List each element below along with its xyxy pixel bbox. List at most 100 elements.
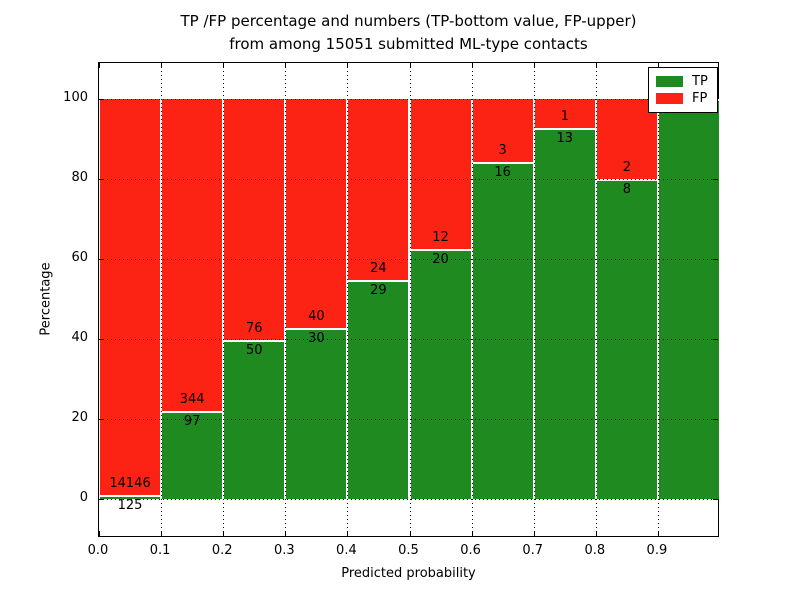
bar-segment-fp xyxy=(595,99,658,179)
x-tick-mark xyxy=(99,63,100,68)
tp-count-label: 13 xyxy=(556,130,573,146)
gridline-vertical xyxy=(595,63,597,536)
legend-label: TP xyxy=(692,74,708,89)
bar-segment-tp xyxy=(285,327,348,499)
tp-count-label: 125 xyxy=(117,498,143,514)
y-tick-mark xyxy=(99,499,104,500)
plot-area: 141461253449776504030242912203161132815 … xyxy=(98,62,720,537)
x-tick-mark xyxy=(409,531,411,536)
x-tick-label: 0.3 xyxy=(273,543,295,558)
tp-count-label: 29 xyxy=(370,283,387,299)
tp-count-label: 97 xyxy=(183,414,201,430)
tp-count-label: 16 xyxy=(494,165,511,181)
y-tick-mark xyxy=(99,179,104,180)
bar-segment-fp xyxy=(533,99,596,128)
x-tick-mark xyxy=(161,63,163,68)
x-tick-mark xyxy=(657,63,659,68)
bar-segment-fp xyxy=(347,99,410,281)
gridline-vertical xyxy=(657,63,659,536)
fp-count-label: 24 xyxy=(370,261,387,277)
bar-segment-fp xyxy=(285,99,348,328)
bar-segment-tp xyxy=(347,280,410,499)
y-tick-mark xyxy=(99,99,104,100)
y-tick-mark xyxy=(99,339,104,340)
bar-segment-tp xyxy=(99,495,162,499)
tp-count-label: 8 xyxy=(622,182,631,197)
gridline-horizontal xyxy=(99,499,718,500)
y-tick-label: 40 xyxy=(71,330,88,345)
bar-segment-fp xyxy=(161,99,224,412)
fp-count-label: 1 xyxy=(560,108,569,124)
x-tick-label: 0.7 xyxy=(522,543,544,558)
y-tick-label: 0 xyxy=(79,490,88,505)
gridline-horizontal xyxy=(99,419,718,420)
x-tick-mark xyxy=(595,531,597,536)
legend-row: TP xyxy=(656,73,708,90)
x-axis-label: Predicted probability xyxy=(341,566,476,581)
x-tick-mark xyxy=(409,63,411,68)
fp-count-label: 14146 xyxy=(109,476,151,492)
gridline-vertical xyxy=(223,63,225,536)
gridline-horizontal xyxy=(99,99,718,100)
y-tick-mark xyxy=(713,419,718,420)
bar-segment-fp xyxy=(409,99,472,249)
x-tick-label: 0.1 xyxy=(149,543,171,558)
x-tick-label: 0.5 xyxy=(398,543,419,558)
bar-segment-fp xyxy=(99,99,162,496)
chart-title-line2: from among 15051 submitted ML-type conta… xyxy=(229,35,588,53)
y-tick-mark xyxy=(713,339,718,340)
legend-swatch-tp xyxy=(656,76,683,87)
legend-row: FP xyxy=(656,90,708,107)
x-tick-mark xyxy=(347,63,349,68)
legend: TP FP xyxy=(648,67,718,113)
bar-segment-tp xyxy=(471,162,534,499)
x-tick-label: 0.9 xyxy=(646,543,668,558)
x-tick-label: 0.2 xyxy=(211,543,233,558)
gridline-vertical xyxy=(347,63,349,536)
gridline-vertical xyxy=(409,63,411,536)
x-tick-mark xyxy=(718,531,719,536)
x-tick-mark xyxy=(223,63,225,68)
x-tick-mark xyxy=(471,63,473,68)
x-tick-mark xyxy=(161,531,163,536)
x-tick-mark xyxy=(471,531,473,536)
fp-count-label: 12 xyxy=(432,230,449,245)
x-tick-mark xyxy=(99,531,100,536)
fp-count-label: 344 xyxy=(179,392,205,408)
x-tick-mark xyxy=(285,531,287,536)
fp-count-label: 76 xyxy=(245,321,263,337)
y-tick-label: 20 xyxy=(71,410,88,425)
bar-segment-fp xyxy=(223,99,286,341)
tp-count-label: 50 xyxy=(245,343,263,359)
gridline-vertical xyxy=(471,63,473,536)
bar-segment-tp xyxy=(533,127,596,499)
x-tick-mark xyxy=(595,63,597,68)
y-tick-label: 80 xyxy=(71,170,88,185)
x-tick-mark xyxy=(718,63,719,68)
gridline-vertical xyxy=(285,63,287,536)
fp-count-label: 40 xyxy=(308,308,325,324)
x-tick-mark xyxy=(533,531,535,536)
gridline-vertical xyxy=(533,63,535,536)
gridline-horizontal xyxy=(99,339,718,340)
x-tick-mark xyxy=(657,531,659,536)
y-tick-label: 60 xyxy=(71,250,88,265)
legend-swatch-fp xyxy=(656,93,683,104)
x-tick-mark xyxy=(223,531,225,536)
gridline-horizontal xyxy=(99,179,718,180)
x-tick-mark xyxy=(533,63,535,68)
y-tick-mark xyxy=(99,259,104,260)
x-tick-label: 0.0 xyxy=(87,543,109,558)
bar-segment-tp xyxy=(657,99,720,499)
tp-count-label: 20 xyxy=(432,252,449,267)
chart-title-line1: TP /FP percentage and numbers (TP-bottom… xyxy=(180,12,637,30)
legend-label: FP xyxy=(692,91,708,106)
bar-segment-tp xyxy=(409,249,472,499)
fp-count-label: 3 xyxy=(498,143,507,159)
y-axis-label: Percentage xyxy=(38,262,54,336)
gridline-vertical xyxy=(161,63,163,536)
y-tick-mark xyxy=(713,499,718,500)
x-tick-label: 0.4 xyxy=(336,543,357,558)
x-tick-label: 0.6 xyxy=(460,543,481,558)
